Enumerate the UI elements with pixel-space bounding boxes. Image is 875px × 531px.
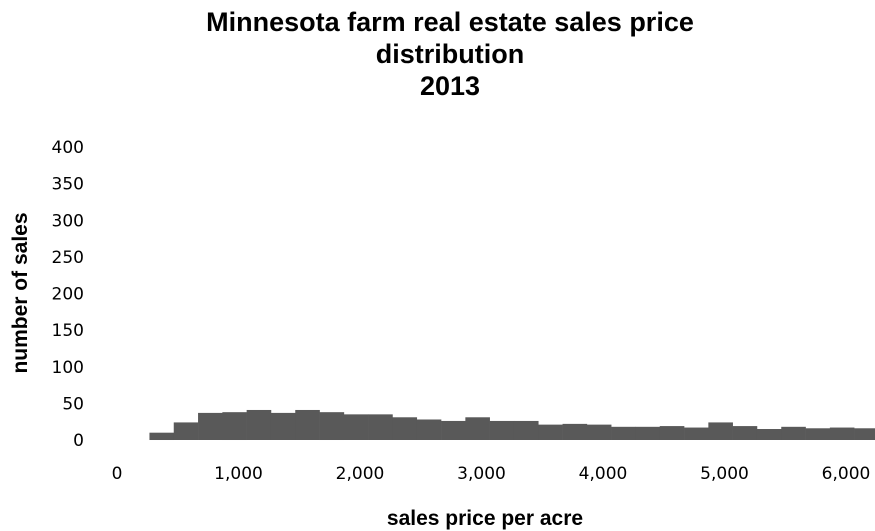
histogram-bar <box>684 427 709 440</box>
chart-title-line-1: Minnesota farm real estate sales price <box>206 7 694 37</box>
y-tick-label: 400 <box>52 138 84 158</box>
chart-title-line-2: distribution <box>375 39 525 69</box>
x-tick-label: 5,000 <box>700 464 749 484</box>
y-tick-label: 200 <box>52 285 84 305</box>
histogram-bar <box>149 432 175 441</box>
x-tick-label: 0 <box>112 464 123 484</box>
histogram-bar <box>732 426 758 440</box>
histogram-bar <box>270 412 296 440</box>
y-axis-tick-labels: 0 50 100 150 200 250 300 350 400 <box>52 138 84 451</box>
y-tick-label: 350 <box>52 175 84 195</box>
x-tick-label: 3,000 <box>457 464 506 484</box>
histogram-bar <box>368 414 393 440</box>
histogram-bar <box>295 409 320 440</box>
y-tick-label: 100 <box>52 358 84 378</box>
y-axis-title: number of sales <box>9 212 32 373</box>
histogram-bar <box>441 420 466 440</box>
histogram-bar <box>392 417 418 440</box>
x-tick-label: 1,000 <box>214 464 263 484</box>
histogram-bar <box>781 426 806 440</box>
y-tick-label: 50 <box>62 394 84 414</box>
histogram-bar <box>611 426 636 440</box>
histogram-bar <box>489 420 515 440</box>
histogram-bar <box>538 424 563 440</box>
histogram-bar <box>319 412 345 441</box>
histogram-bar <box>513 420 539 440</box>
histogram-bar <box>854 428 875 440</box>
x-tick-label: 4,000 <box>579 464 628 484</box>
y-tick-label: 0 <box>73 431 84 451</box>
histogram-bar <box>562 423 588 440</box>
x-tick-label: 6,000 <box>822 464 871 484</box>
chart-title: Minnesota farm real estate sales price d… <box>0 6 875 102</box>
histogram-bar <box>343 414 369 440</box>
histogram-bar <box>659 426 685 440</box>
x-axis-tick-labels: 01,0002,0003,0004,0005,0006,0007,0008,00… <box>112 464 871 484</box>
histogram-bar <box>222 412 247 441</box>
histogram-bar <box>829 427 855 440</box>
x-axis-title: sales price per acre <box>387 507 583 530</box>
y-tick-label: 300 <box>52 211 84 231</box>
histogram-bar <box>173 422 199 440</box>
histogram-bar <box>416 419 442 440</box>
histogram-bars <box>149 409 875 441</box>
histogram-bar <box>246 409 272 440</box>
x-tick-label: 2,000 <box>336 464 385 484</box>
histogram-bar <box>756 429 782 440</box>
y-tick-label: 150 <box>52 321 84 341</box>
histogram-bar <box>586 424 612 440</box>
histogram-bar <box>708 422 733 440</box>
histogram-bar <box>805 428 831 440</box>
chart-title-line-3: 2013 <box>419 71 481 101</box>
histogram-bar <box>465 417 490 440</box>
y-tick-label: 250 <box>52 248 84 268</box>
histogram-bar <box>635 426 661 440</box>
histogram-bar <box>198 412 223 440</box>
